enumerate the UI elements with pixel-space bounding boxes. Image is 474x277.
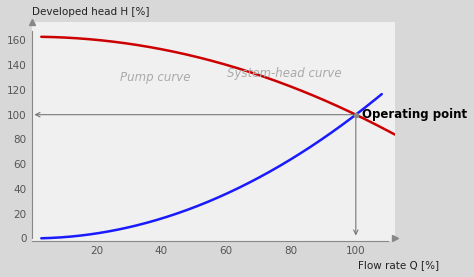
Text: Pump curve: Pump curve <box>119 71 190 84</box>
Text: Developed head H [%]: Developed head H [%] <box>32 7 149 17</box>
X-axis label: Flow rate Q [%]: Flow rate Q [%] <box>358 261 439 271</box>
Text: System-head curve: System-head curve <box>227 67 342 80</box>
Text: Operating point: Operating point <box>362 108 467 121</box>
